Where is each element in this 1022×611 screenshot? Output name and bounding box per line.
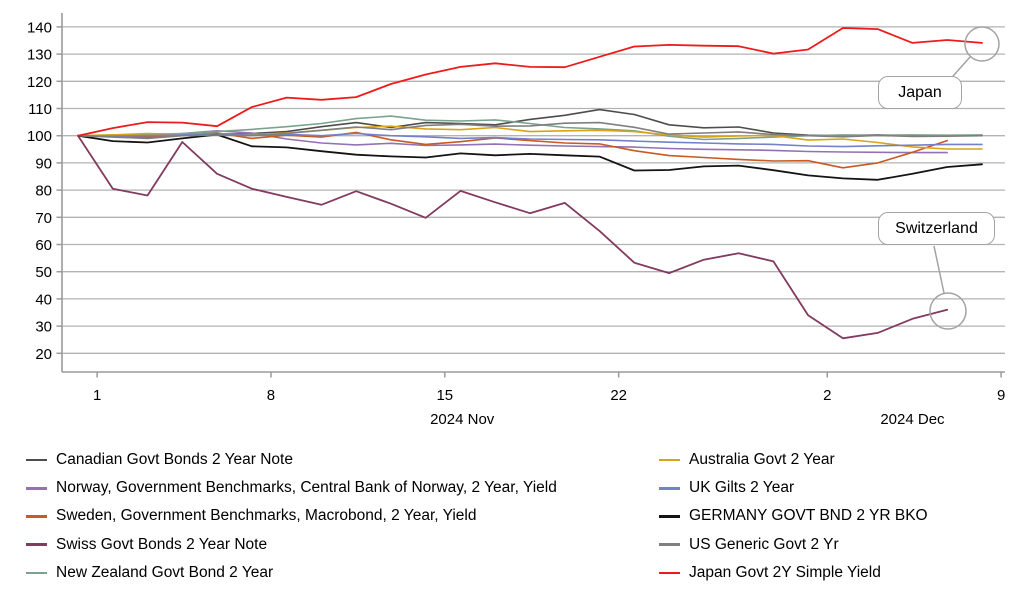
series-line-swiss: [77, 134, 949, 340]
legend-item-us: US Generic Govt 2 Yr: [659, 531, 928, 559]
series-line-japan: [77, 27, 983, 137]
x-axis-label: 22: [610, 387, 627, 404]
legend-item-canada: Canadian Govt Bonds 2 Year Note: [26, 446, 557, 474]
legend-label-new_zealand: New Zealand Govt Bond 2 Year: [56, 563, 274, 581]
legend-label-japan: Japan Govt 2Y Simple Yield: [689, 563, 881, 581]
legend-swatch-norway: [26, 487, 47, 490]
legend-swatch-swiss: [26, 543, 47, 546]
legend-swatch-uk: [659, 487, 680, 490]
y-axis-label: 90: [35, 155, 52, 172]
annotation-label-switzerland: Switzerland: [895, 219, 978, 237]
y-axis-label: 120: [27, 74, 52, 91]
legend-swatch-us: [659, 543, 680, 546]
legend-swatch-canada: [26, 458, 47, 462]
legend-swatch-new_zealand: [26, 571, 47, 575]
series-line-uk: [77, 132, 983, 148]
legend-label-australia: Australia Govt 2 Year: [689, 451, 835, 469]
y-axis-label: 30: [35, 319, 52, 336]
y-axis-label: 70: [35, 210, 52, 227]
legend-swatch-japan: [659, 571, 680, 575]
legend-label-norway: Norway, Government Benchmarks, Central B…: [56, 479, 557, 497]
series-line-new_zealand: [77, 115, 983, 141]
y-axis-label: 140: [27, 19, 52, 36]
legend-label-swiss: Swiss Govt Bonds 2 Year Note: [56, 535, 268, 553]
legend-item-sweden: Sweden, Government Benchmarks, Macrobond…: [26, 502, 557, 530]
x-axis-label: 9: [997, 387, 1005, 404]
series-line-germany: [77, 133, 983, 181]
annotation-circle-japan: [964, 26, 1000, 62]
x-axis-label: 1: [93, 387, 101, 404]
annotation-label-japan: Japan: [898, 83, 942, 101]
y-axis-label: 20: [35, 346, 52, 363]
legend-label-sweden: Sweden, Government Benchmarks, Macrobond…: [56, 507, 477, 525]
legend-swatch-australia: [659, 458, 680, 462]
legend-item-japan: Japan Govt 2Y Simple Yield: [659, 559, 928, 587]
legend-column-left: Canadian Govt Bonds 2 Year Note Norway, G…: [26, 446, 557, 587]
legend-column-right: Australia Govt 2 Year UK Gilts 2 Year GERM…: [659, 446, 928, 587]
x-axis-label: 15: [436, 387, 453, 404]
y-axis-label: 60: [35, 237, 52, 254]
legend-item-uk: UK Gilts 2 Year: [659, 474, 928, 502]
annotation-callout-japan: Japan: [878, 76, 962, 109]
legend-swatch-sweden: [26, 515, 47, 518]
x-axis-label: 8: [267, 387, 275, 404]
legend-label-uk: UK Gilts 2 Year: [689, 479, 795, 497]
y-axis-label: 40: [35, 291, 52, 308]
legend-item-australia: Australia Govt 2 Year: [659, 446, 928, 474]
x-axis-label: 2: [823, 387, 831, 404]
legend-item-norway: Norway, Government Benchmarks, Central B…: [26, 474, 557, 502]
y-axis-label: 50: [35, 264, 52, 281]
legend-item-swiss: Swiss Govt Bonds 2 Year Note: [26, 531, 557, 559]
y-axis-label: 110: [28, 101, 52, 118]
annotation-circle-switzerland: [929, 292, 967, 330]
annotation-connector-switzerland: [933, 245, 945, 294]
y-axis-label: 130: [27, 47, 52, 64]
legend-label-us: US Generic Govt 2 Yr: [689, 535, 839, 553]
legend-label-canada: Canadian Govt Bonds 2 Year Note: [56, 451, 293, 469]
legend-swatch-germany: [659, 515, 680, 518]
x-axis-month-label: 2024 Nov: [430, 411, 495, 428]
y-axis-label: 80: [35, 183, 52, 200]
y-axis-label: 100: [27, 128, 52, 145]
x-axis-month-label: 2024 Dec: [880, 411, 945, 428]
annotation-callout-switzerland: Switzerland: [878, 212, 995, 245]
series-line-us: [77, 121, 983, 140]
legend-item-new_zealand: New Zealand Govt Bond 2 Year: [26, 559, 557, 587]
legend-item-germany: GERMANY GOVT BND 2 YR BKO: [659, 502, 928, 530]
legend-label-germany: GERMANY GOVT BND 2 YR BKO: [689, 507, 928, 525]
